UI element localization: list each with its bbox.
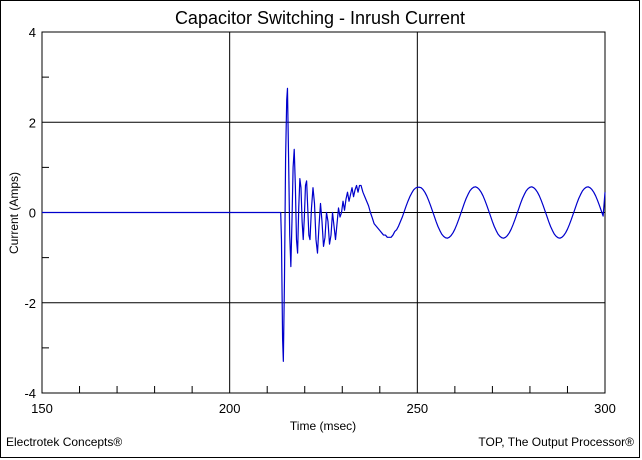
y-tick-label: 0 bbox=[29, 206, 36, 221]
chart-title: Capacitor Switching - Inrush Current bbox=[175, 8, 465, 28]
y-axis-label: Current (Amps) bbox=[7, 172, 21, 254]
footer-right-credit: TOP, The Output Processor® bbox=[478, 435, 634, 449]
y-tick-labels: 4 2 0 -2 -4 bbox=[24, 25, 36, 401]
y-tick-label: -4 bbox=[24, 386, 36, 401]
minor-ticks bbox=[42, 76, 568, 393]
x-tick-label: 200 bbox=[219, 401, 241, 416]
x-axis-label: Time (msec) bbox=[290, 419, 356, 433]
x-tick-labels: 150 200 250 300 bbox=[31, 401, 616, 416]
footer-left-credit: Electrotek Concepts® bbox=[6, 435, 122, 449]
x-tick-label: 300 bbox=[594, 401, 616, 416]
y-tick-label: 4 bbox=[29, 25, 36, 40]
x-tick-label: 250 bbox=[406, 401, 428, 416]
x-tick-label: 150 bbox=[31, 401, 53, 416]
y-tick-label: -2 bbox=[24, 296, 36, 311]
series-line-current bbox=[42, 87, 606, 363]
y-tick-label: 2 bbox=[29, 115, 36, 130]
